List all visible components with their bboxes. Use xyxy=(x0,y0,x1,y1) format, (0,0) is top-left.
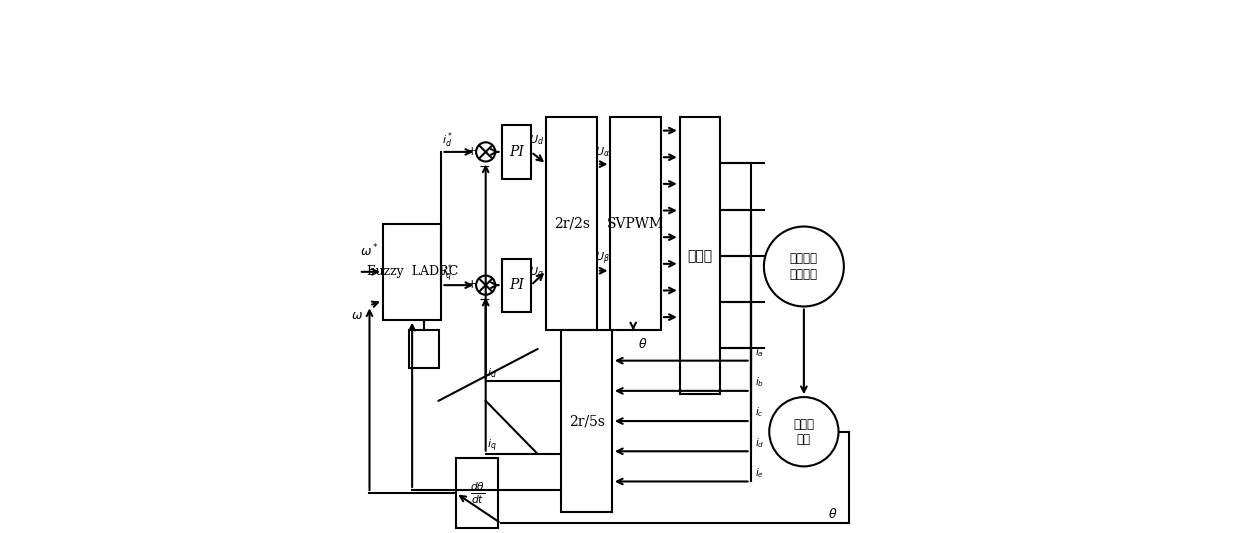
Text: 2r/2s: 2r/2s xyxy=(554,217,590,231)
Text: $U_d$: $U_d$ xyxy=(528,133,544,147)
Text: $i_e$: $i_e$ xyxy=(755,466,764,480)
Text: $\theta$: $\theta$ xyxy=(639,337,647,351)
Text: $i_d$: $i_d$ xyxy=(755,436,764,450)
Text: $i_c$: $i_c$ xyxy=(755,406,764,419)
Text: $i_d^*$: $i_d^*$ xyxy=(443,131,454,150)
Text: +: + xyxy=(466,145,477,158)
Text: 光电编
码盘: 光电编 码盘 xyxy=(794,418,815,446)
Text: $U_q$: $U_q$ xyxy=(529,265,543,281)
Text: $\theta$: $\theta$ xyxy=(828,507,837,521)
Text: +: + xyxy=(466,278,477,291)
Bar xyxy=(610,117,661,330)
Text: 五相容错
永磁电机: 五相容错 永磁电机 xyxy=(790,253,818,280)
Text: 2r/5s: 2r/5s xyxy=(569,414,605,428)
Text: $i_q$: $i_q$ xyxy=(487,438,497,454)
Bar xyxy=(383,224,441,320)
Text: $i_d$: $i_d$ xyxy=(487,366,497,380)
Bar xyxy=(409,330,439,368)
Text: $\omega^*$: $\omega^*$ xyxy=(360,242,379,259)
Bar xyxy=(547,117,598,330)
Text: −: − xyxy=(479,293,491,307)
Text: 逆变器: 逆变器 xyxy=(687,249,712,263)
Text: $\frac{d\theta}{dt}$: $\frac{d\theta}{dt}$ xyxy=(470,480,485,506)
Bar xyxy=(502,125,531,179)
Text: Fuzzy  LADRC: Fuzzy LADRC xyxy=(367,265,458,278)
Bar xyxy=(502,259,531,312)
Bar xyxy=(562,330,613,512)
Text: −: − xyxy=(479,160,491,174)
Bar xyxy=(456,458,498,528)
Text: $i_a$: $i_a$ xyxy=(755,345,764,359)
Text: PI: PI xyxy=(508,145,523,159)
Text: $U_\alpha$: $U_\alpha$ xyxy=(595,146,610,159)
Text: $i_b$: $i_b$ xyxy=(755,375,764,389)
Text: PI: PI xyxy=(508,278,523,292)
Text: SVPWM: SVPWM xyxy=(608,217,665,231)
Text: $U_\beta$: $U_\beta$ xyxy=(595,251,610,267)
Text: $i_q^*$: $i_q^*$ xyxy=(443,262,454,285)
Bar xyxy=(680,117,719,394)
Text: $\omega$: $\omega$ xyxy=(351,309,363,322)
